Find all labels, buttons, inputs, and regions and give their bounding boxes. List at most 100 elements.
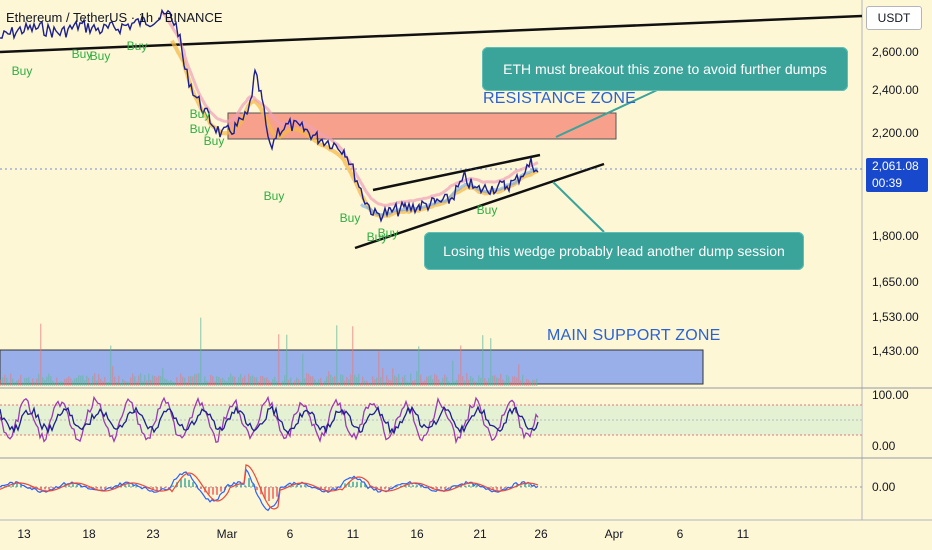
volume-bar [114,376,116,386]
volume-bar [368,382,370,386]
volume-bar [394,375,396,386]
volume-bar [386,375,388,386]
volume-bar [266,377,268,386]
volume-bar [512,376,514,386]
volume-bar [72,380,74,386]
ema-ribbon-blue [359,167,539,217]
volume-bar [452,360,454,386]
volume-bar [398,374,400,386]
volume-bar [2,377,4,386]
volume-bar [158,375,160,386]
macd-bar [400,485,402,487]
volume-bar [172,381,174,386]
macd-bar [228,485,230,487]
macd-bar [8,485,10,487]
volume-bar [194,373,196,386]
macd-bar [500,487,502,490]
macd-bar [132,485,134,487]
price-axis-label: 2,400.00 [872,83,919,97]
price-axis[interactable]: 2,600.00 2,400.00 2,200.00 1,800.00 1,650.00… [872,45,919,358]
volume-bar [428,376,430,386]
macd-bar [136,485,138,487]
price-axis-label: 1,430.00 [872,344,919,358]
volume-bar [444,374,446,386]
volume-bar [46,376,48,386]
currency-button[interactable]: USDT [866,6,922,30]
volume-bar [384,381,386,386]
volume-bar [430,375,432,386]
volume-bar [154,375,156,386]
volume-bar [514,376,516,386]
volume-bar [396,377,398,386]
volume-bar [364,380,366,386]
volume-bar [204,376,206,386]
volume-bar [378,351,380,386]
macd-bar [128,484,130,487]
volume-bar [36,378,38,386]
buy-label: Buy [90,49,111,63]
volume-bar [122,379,124,386]
long-trendline [0,14,863,54]
volume-bar [174,382,176,386]
macd-bar [104,487,106,490]
volume-bar [402,377,404,386]
volume-bar [62,381,64,386]
macd-bar [472,484,474,487]
volume-bar [278,334,280,386]
volume-bar [324,380,326,386]
volume-bar [284,375,286,386]
macd-histogram [0,478,538,502]
volume-bar [446,377,448,386]
volume-bar [310,376,312,386]
volume-bar [142,381,144,386]
volume-bar [264,377,266,386]
volume-bar [116,382,118,386]
volume-bar [344,380,346,386]
volume-bar [30,382,32,386]
volume-bar [74,378,76,386]
symbol-title[interactable]: Ethereum / TetherUS · 1h · BINANCE [6,10,223,25]
volume-bar [252,375,254,386]
wedge-upper-line [372,153,541,192]
macd-bar [192,482,194,487]
macd-bar [328,487,330,491]
volume-bar [464,380,466,386]
volume-bar [382,367,384,386]
volume-bar [232,376,234,386]
support-zone-label: MAIN SUPPORT ZONE [547,327,721,344]
macd-bar [220,487,222,492]
volume-bar [488,378,490,386]
volume-bar [164,378,166,386]
volume-bar [160,376,162,386]
volume-bar [290,377,292,386]
macd-bar [464,485,466,487]
volume-bar [494,375,496,386]
volume-bar [432,379,434,386]
volume-bar [408,382,410,386]
time-axis-label: 26 [534,527,548,541]
volume-bar [498,378,500,386]
volume-bar [166,379,168,386]
volume-bar [468,379,470,386]
macd-bar [180,479,182,487]
volume-bar [366,380,368,386]
wedge-lower-line [354,162,605,250]
volume-bar [306,373,308,386]
volume-bar [318,379,320,386]
volume-bar [240,373,242,386]
breakout-callout[interactable]: ETH must breakout this zone to avoid fur… [482,47,848,91]
volume-bar [522,374,524,386]
buy-label: Buy [190,107,211,121]
macd-bar [240,483,242,487]
macd-bar [152,487,154,490]
volume-bar [480,377,482,386]
time-axis[interactable]: 13 18 23 Mar 6 11 16 21 26 Apr 6 11 [17,527,749,541]
volume-bar [56,377,58,386]
volume-bar [298,379,300,386]
macd-bar [216,487,218,495]
macd-bar [416,485,418,487]
wedge-callout[interactable]: Losing this wedge probably lead another … [424,232,804,270]
volume-bar [516,377,518,386]
volume-bar [336,325,338,386]
